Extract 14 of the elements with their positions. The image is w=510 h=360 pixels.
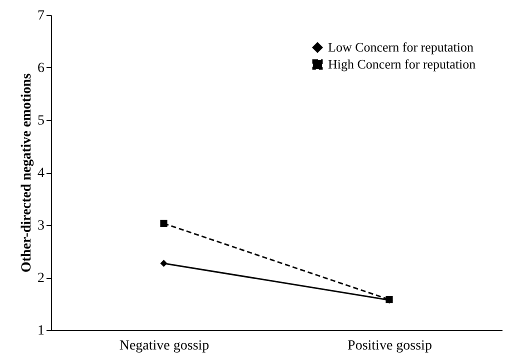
x-tick-label: Negative gossip [119,338,210,354]
y-tick-label: 4 [38,166,44,181]
x-tick-label: Positive gossip [348,338,432,354]
y-tick-label: 7 [38,8,44,24]
y-axis-title: Other-directed negative emotions [20,72,34,273]
legend-label: Low Concern for reputation [328,40,474,54]
y-tick-label: 3 [38,218,44,234]
y-tick-label: 1 [38,324,44,338]
y-tick-label: 6 [38,61,44,76]
y-tick-label: 5 [38,114,44,128]
point [160,260,168,267]
y-tick-label: 2 [38,271,44,286]
legend-label: High Concern for reputation [328,56,476,72]
point [160,220,168,227]
